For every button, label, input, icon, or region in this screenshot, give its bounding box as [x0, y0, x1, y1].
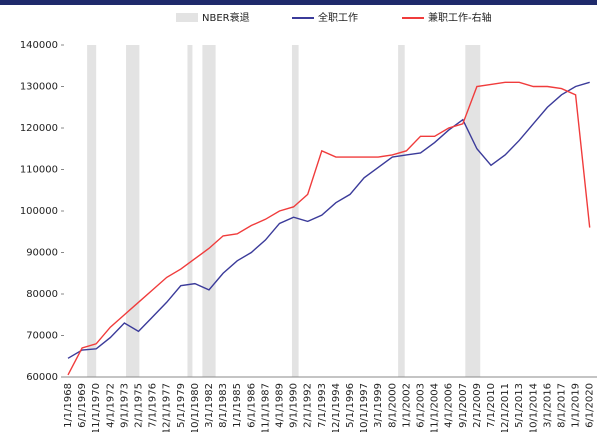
x-tick-label: 1/1/2019 — [571, 383, 582, 428]
x-tick-label: 1/1/1985 — [232, 383, 243, 428]
x-tick-label: 8/1/2000 — [387, 383, 398, 428]
y-tick-label: 60000 — [26, 372, 58, 383]
x-tick-label: 5/1/1979 — [176, 383, 187, 428]
recession-band — [126, 45, 140, 377]
x-tick-label: 9/1/1990 — [289, 383, 300, 428]
recession-band — [202, 45, 216, 377]
legend-label: 全职工作 — [318, 11, 358, 24]
x-tick-label: 4/1/2006 — [444, 383, 455, 428]
x-tick-label: 5/1/2013 — [514, 383, 525, 428]
x-tick-label: 6/1/2020 — [585, 383, 596, 428]
y-tick-label: 130000 — [20, 82, 58, 93]
x-tick-label: 8/1/1983 — [218, 383, 229, 428]
x-tick-label: 10/1/1997 — [359, 383, 370, 432]
x-tick-label: 12/1/2011 — [500, 383, 511, 432]
x-tick-label: 2/1/1975 — [134, 383, 145, 428]
x-tick-label: 7/1/2010 — [486, 383, 497, 428]
x-tick-label: 2/1/1992 — [303, 383, 314, 428]
y-tick-label: 100000 — [20, 206, 58, 217]
x-tick-label: 6/1/1969 — [77, 383, 88, 428]
top-border — [0, 0, 597, 5]
x-tick-label: 1/1/1968 — [63, 383, 74, 428]
x-tick-label: 8/1/2017 — [557, 383, 568, 428]
x-tick-label: 3/1/1999 — [373, 383, 384, 428]
x-tick-label: 9/1/1973 — [119, 383, 130, 428]
x-tick-label: 12/1/1977 — [162, 383, 173, 432]
x-tick-label: 4/1/1972 — [105, 383, 116, 428]
x-tick-label: 1/1/2002 — [401, 383, 412, 428]
x-tick-label: 3/1/1982 — [204, 383, 215, 428]
y-tick-label: 80000 — [26, 289, 58, 300]
legend-label: 兼职工作-右轴 — [428, 11, 492, 24]
recession-band — [187, 45, 193, 377]
x-tick-label: 5/1/1996 — [345, 383, 356, 428]
y-tick-label: 140000 — [20, 40, 58, 51]
x-tick-label: 6/1/1986 — [246, 383, 257, 428]
x-tick-label: 6/1/2003 — [416, 383, 427, 428]
y-tick-label: 90000 — [26, 248, 58, 259]
x-tick-label: 2/1/2009 — [472, 383, 483, 428]
x-tick-label: 10/1/2014 — [528, 383, 539, 432]
recession-band — [87, 45, 97, 377]
x-tick-label: 11/1/1970 — [91, 383, 102, 432]
x-tick-label: 10/1/1980 — [190, 383, 201, 432]
y-tick-label: 120000 — [20, 123, 58, 134]
series-line — [67, 81, 591, 376]
x-tick-label: 11/1/1987 — [260, 383, 271, 432]
x-tick-label: 3/1/2016 — [542, 383, 553, 428]
x-tick-label: 7/1/1976 — [148, 383, 159, 428]
x-tick-label: 12/1/1994 — [331, 383, 342, 432]
series-line — [67, 81, 590, 359]
recession-band — [398, 45, 405, 377]
y-tick-label: 70000 — [26, 331, 58, 342]
x-tick-label: 4/1/1989 — [275, 383, 286, 428]
x-tick-label: 7/1/1993 — [317, 383, 328, 428]
x-tick-label: 11/1/2004 — [430, 383, 441, 432]
x-tick-label: 9/1/2007 — [458, 383, 469, 428]
recession-band — [465, 45, 481, 377]
y-tick-label: 110000 — [20, 165, 58, 176]
legend-swatch — [176, 13, 198, 22]
legend-label: NBER衰退 — [202, 11, 250, 24]
recession-band — [291, 45, 299, 377]
